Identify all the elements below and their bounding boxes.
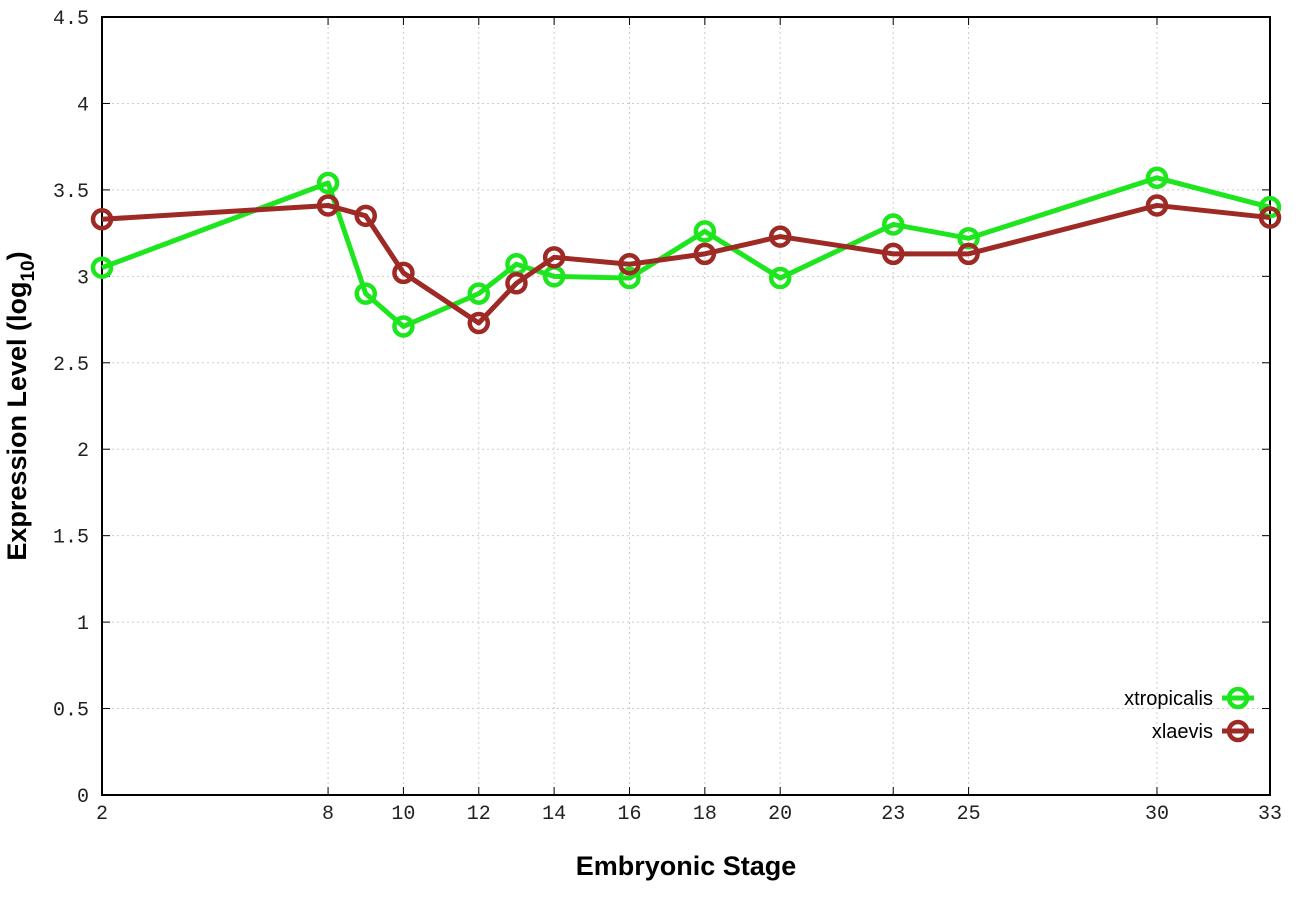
- legend-marker-xlaevis: [1226, 719, 1250, 743]
- data-point-xlaevis: [392, 261, 415, 285]
- y-tick-label: 0: [77, 786, 89, 809]
- data-point-xlaevis: [542, 246, 566, 269]
- data-point-xlaevis: [1258, 206, 1282, 229]
- y-tick-label: 4.5: [53, 8, 89, 31]
- data-point-xtropicalis: [316, 171, 340, 195]
- y-tick-label: 1: [77, 613, 89, 636]
- data-point-xlaevis: [316, 194, 340, 217]
- x-tick-label: 16: [617, 803, 641, 826]
- plot-frame: [101, 16, 1271, 796]
- x-tick-label: 18: [693, 803, 717, 826]
- x-tick-label: 10: [391, 803, 415, 826]
- data-point-xtropicalis: [392, 315, 415, 338]
- y-tick-label: 1.5: [53, 527, 89, 550]
- y-tick-label: 3.5: [53, 181, 89, 204]
- y-tick-label: 4: [77, 94, 89, 117]
- legend-label: xtropicalis: [1124, 688, 1213, 710]
- data-point-xtropicalis: [693, 220, 717, 243]
- x-axis-label: Embryonic Stage: [576, 851, 797, 881]
- ticks: 2 8 10 12 14 16 18 20 23 25 30 33 0 0.5 1 1.5 2 2.5 3 3.5 4 4…: [53, 8, 1282, 826]
- data-point-xlaevis: [693, 242, 717, 266]
- data-point-xtropicalis: [90, 256, 114, 279]
- x-tick-label: 8: [322, 803, 334, 826]
- data-point-xlaevis: [881, 242, 905, 266]
- x-tick-label: 33: [1258, 803, 1282, 826]
- data-point-xtropicalis: [1145, 166, 1169, 190]
- legend-label: xlaevis: [1152, 721, 1213, 743]
- data-point-xlaevis: [768, 225, 792, 248]
- series: [90, 166, 1282, 338]
- y-tick-label: 2: [77, 440, 89, 463]
- x-tick-label: 2: [96, 803, 108, 826]
- x-tick-label: 14: [542, 803, 566, 826]
- series-line-xlaevis: [101, 202, 1271, 326]
- data-point-xlaevis: [505, 271, 528, 295]
- x-tick-label: 23: [881, 803, 905, 826]
- data-point-xtropicalis: [957, 227, 980, 250]
- data-point-xlaevis: [1145, 194, 1169, 217]
- legend-marker-xtropicalis: [1226, 686, 1250, 710]
- legend: xtropicalis xlaevis: [1124, 686, 1254, 743]
- data-point-xtropicalis: [768, 266, 792, 290]
- series-line-xtropicalis: [101, 175, 1271, 329]
- y-tick-label: 3: [77, 267, 89, 290]
- x-tick-label: 12: [467, 803, 491, 826]
- data-point-xtropicalis: [881, 213, 905, 236]
- y-tick-label: 0.5: [53, 700, 89, 723]
- y-axis-label: Expression Level (log10): [2, 251, 39, 560]
- data-point-xlaevis: [90, 208, 114, 231]
- data-point-xtropicalis: [467, 282, 491, 305]
- data-point-xlaevis: [957, 242, 980, 266]
- y-tick-label: 2.5: [53, 354, 89, 377]
- data-point-xtropicalis: [354, 282, 377, 305]
- data-point-xlaevis: [618, 252, 641, 276]
- data-point-xtropicalis: [618, 266, 641, 290]
- x-tick-label: 30: [1145, 803, 1169, 826]
- x-tick-label: 25: [957, 803, 981, 826]
- data-point-xlaevis: [354, 204, 377, 228]
- grid: [101, 16, 1271, 796]
- x-tick-label: 20: [768, 803, 792, 826]
- data-point-xlaevis: [467, 311, 491, 335]
